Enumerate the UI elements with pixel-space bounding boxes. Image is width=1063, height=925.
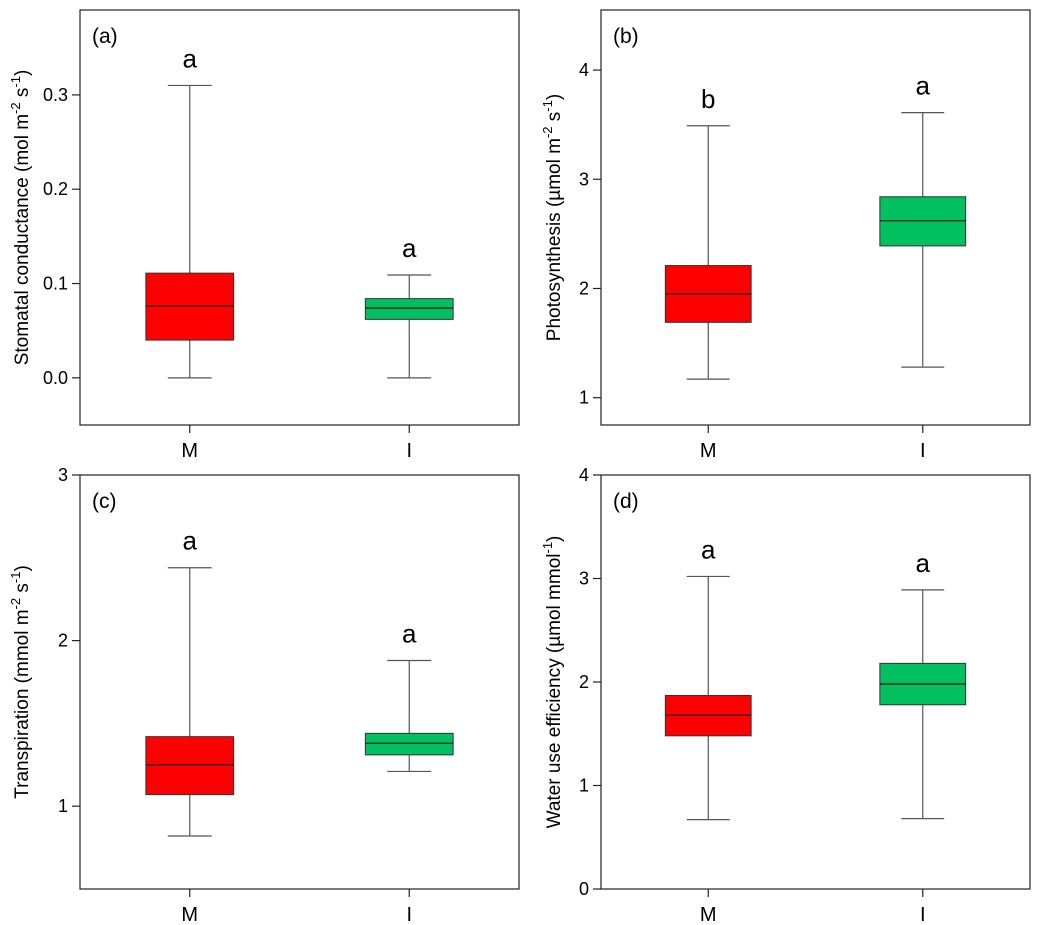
y-tick-label: 1 [579, 388, 589, 408]
significance-letter: a [916, 548, 931, 578]
y-axis-label-part: s [12, 583, 33, 598]
y-axis-label: Stomatal conductance (mol m-2 s-1) [8, 70, 33, 366]
x-category-label: M [181, 440, 198, 462]
y-axis-label-superscript: -1 [8, 572, 23, 584]
y-tick-label: 0 [579, 879, 589, 899]
plot-frame [79, 9, 520, 426]
y-axis-label-part: Photosynthesis (µmol m [544, 138, 565, 341]
y-axis-label-part: ) [544, 94, 565, 100]
x-category-label: M [700, 440, 717, 462]
y-tick-label: 3 [58, 465, 68, 485]
y-axis-label-superscript: -2 [8, 598, 23, 610]
panel-b: 1 2 3 4 M Ib a (b) Photosynthesis (µmol m-2 s-1) [540, 9, 1031, 462]
x-category-label: I [920, 440, 926, 462]
y-tick-label: 1 [58, 796, 68, 816]
y-tick-label: 2 [579, 278, 589, 298]
panel-label: (a) [92, 25, 118, 48]
significance-letter: a [402, 618, 417, 648]
y-tick-label: 1 [579, 776, 589, 796]
significance-letter: a [183, 526, 198, 556]
y-axis-label-part: ) [12, 70, 33, 76]
panel-label: (c) [92, 490, 117, 513]
x-category-label: M [700, 904, 717, 925]
x-category-label: I [920, 904, 926, 925]
y-axis-label-part: ) [12, 565, 33, 571]
panel-a: 0.0 0.1 0.2 0.3 M Ia a (a) Stomatal conductance … [8, 9, 520, 462]
panel-d: 0 1 2 3 4 M Ia a (d) Water use efficiency (µmol m… [540, 465, 1031, 925]
y-axis-label-part: Water use efficiency (µmol mmol [544, 553, 565, 828]
panel-label: (b) [613, 25, 639, 48]
y-axis-label: Transpiration (mmol m-2 s-1) [8, 565, 33, 799]
y-tick-label: 0.3 [43, 85, 68, 105]
y-tick-label: 0.1 [43, 274, 68, 294]
y-axis-label-part: ) [544, 536, 565, 542]
box-I [364, 298, 454, 320]
panel-label: (d) [613, 490, 639, 513]
box-I [364, 732, 454, 756]
y-axis-label-part: s [12, 88, 33, 103]
y-tick-label: 2 [58, 631, 68, 651]
significance-letter: a [916, 71, 931, 101]
y-tick-label: 0.0 [43, 368, 68, 388]
y-axis-label-part: Transpiration (mmol m [12, 609, 33, 798]
x-category-label: M [181, 904, 198, 925]
x-category-label: I [406, 904, 412, 925]
y-tick-label: 3 [579, 169, 589, 189]
y-axis-label-part: s [544, 112, 565, 127]
y-tick-label: 3 [579, 569, 589, 589]
panel-c: 1 2 3 M Ia a (c) Transpiration (mmol m-2 s-1) [8, 465, 520, 925]
significance-letter: a [402, 233, 417, 263]
y-axis-label: Water use efficiency (µmol mmol-1) [540, 536, 565, 829]
y-tick-label: 0.2 [43, 179, 68, 199]
y-tick-label: 4 [579, 465, 589, 485]
plot-frame [600, 9, 1031, 426]
y-axis-label-superscript: -1 [8, 76, 23, 88]
significance-letter: a [183, 43, 198, 73]
significance-letter: b [701, 84, 715, 114]
y-axis-label-superscript: -1 [540, 542, 555, 554]
box-M [145, 736, 235, 796]
y-tick-label: 2 [579, 672, 589, 692]
y-axis-label-superscript: -1 [540, 100, 555, 112]
y-axis-label: Photosynthesis (µmol m-2 s-1) [540, 94, 565, 341]
y-tick-label: 4 [579, 60, 589, 80]
y-axis-label-superscript: -2 [8, 102, 23, 114]
y-axis-label-superscript: -2 [540, 126, 555, 138]
y-axis-label-part: Stomatal conductance (mol m [12, 114, 33, 365]
x-category-label: I [406, 440, 412, 462]
plot-frame [79, 474, 520, 890]
significance-letter: a [701, 534, 716, 564]
